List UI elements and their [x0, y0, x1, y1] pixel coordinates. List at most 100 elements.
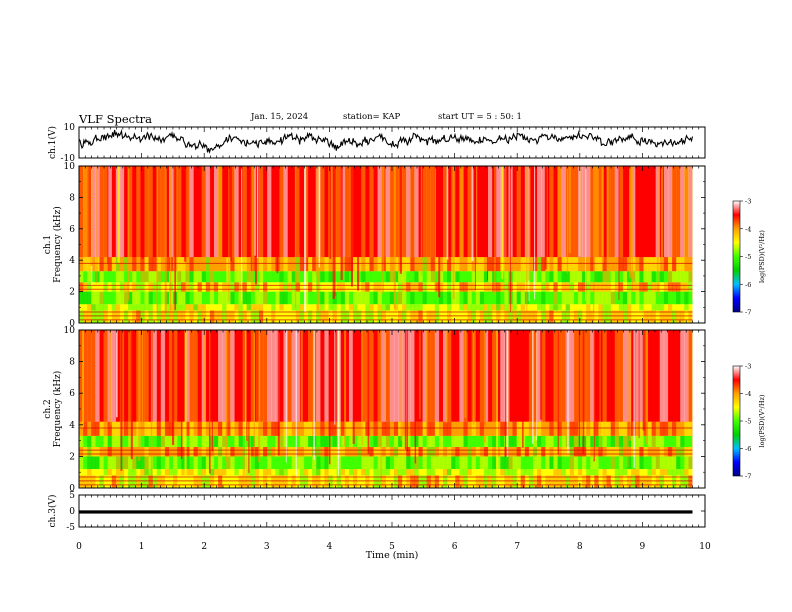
- x-tick-label: 4: [327, 542, 333, 552]
- spectrogram-cell: [414, 271, 419, 283]
- ch1-waveform-line: [78, 129, 694, 154]
- spectrogram-cell: [377, 435, 382, 447]
- spectrogram-cell: [173, 469, 178, 476]
- spectrogram-cell: [353, 282, 358, 292]
- spectrogram-cell: [594, 271, 599, 283]
- spectrogram-cell: [373, 456, 378, 470]
- spectrogram-cell: [512, 304, 517, 311]
- spectrogram-cell: [385, 446, 391, 457]
- spectrogram-cell: [258, 446, 264, 457]
- spectrogram-cell: [549, 257, 554, 272]
- spectrogram-cell: [99, 446, 104, 457]
- spectrogram-cell: [569, 456, 575, 470]
- spectrogram-cell: [234, 304, 239, 311]
- spectrogram-cell: [144, 282, 149, 292]
- spectrogram-cell: [156, 475, 162, 488]
- spectrogram-cell: [316, 310, 321, 323]
- spectrogram-cell: [152, 257, 158, 272]
- spectrogram-cell: [389, 475, 395, 488]
- spectrogram-cell: [303, 456, 309, 470]
- spectrogram-cell: [234, 166, 239, 258]
- spectrogram-burst: [584, 166, 586, 301]
- spectrogram-cell: [528, 435, 534, 447]
- spectrogram-cell: [639, 291, 644, 305]
- spectrogram-cell: [434, 421, 440, 436]
- spectrogram-cell: [389, 271, 395, 283]
- spectrogram-burst: [544, 166, 547, 270]
- spectrogram-cell: [115, 257, 121, 272]
- spectrogram-cell: [144, 310, 149, 323]
- spectrogram-cell: [406, 475, 411, 488]
- spectrogram-cell: [160, 304, 166, 311]
- spectrogram-cell: [287, 304, 292, 311]
- spectrogram-cell: [316, 330, 321, 422]
- spectrogram-cell: [614, 446, 620, 457]
- spectrogram-cell: [238, 304, 243, 311]
- spectrogram-cell: [385, 271, 391, 283]
- spectrogram-cell: [181, 435, 186, 447]
- spectrogram-cell: [598, 282, 603, 292]
- spectrogram-cell: [406, 446, 411, 457]
- spectrogram-cell: [373, 475, 378, 488]
- spectrogram-burst: [357, 166, 360, 291]
- spectrogram-cell: [618, 282, 624, 292]
- spectrogram-cell: [622, 291, 628, 305]
- spectrogram-cell: [590, 421, 595, 436]
- spectrogram-cell: [434, 446, 440, 457]
- spectrogram-cell: [361, 310, 366, 323]
- spectrogram-cell: [115, 435, 121, 447]
- spectrogram-cell: [230, 421, 235, 436]
- spectrogram-cell: [680, 291, 685, 305]
- spectrogram-cell: [275, 291, 280, 305]
- spectrogram-cell: [561, 257, 566, 272]
- spectrogram-cell: [434, 291, 440, 305]
- spectrogram-cell: [132, 310, 137, 323]
- spectrogram-cell: [541, 446, 546, 457]
- spectrogram-cell: [545, 291, 550, 305]
- spectrogram-cell: [676, 291, 681, 305]
- spectrogram-cell: [87, 282, 92, 292]
- spectrogram-cell: [312, 310, 317, 323]
- spectrogram-cell: [303, 469, 309, 476]
- spectrogram-cell: [573, 271, 579, 283]
- spectrogram-cell: [586, 330, 591, 422]
- spectrogram-cell: [430, 446, 436, 457]
- spectrogram-cell: [279, 330, 284, 422]
- spectrogram-cell: [487, 257, 493, 272]
- spectrogram-cell: [430, 456, 436, 470]
- spectrogram-cell: [676, 421, 681, 436]
- spectrogram-cell: [320, 304, 325, 311]
- spectrogram-cell: [406, 291, 411, 305]
- spectrogram-cell: [602, 291, 607, 305]
- spectrogram-cell: [87, 456, 92, 470]
- spectrogram-cell: [287, 330, 292, 422]
- spectrogram-cell: [353, 166, 358, 258]
- spectrogram-cell: [99, 475, 104, 488]
- spectrogram-cell: [263, 291, 268, 305]
- spectrogram-cell: [516, 310, 522, 323]
- spectrogram-burst: [383, 330, 385, 420]
- spectrogram-cell: [442, 291, 448, 305]
- spectrogram-cell: [271, 446, 276, 457]
- spectrogram-cell: [242, 257, 247, 272]
- spectrogram-cell: [610, 304, 616, 311]
- spectrogram-burst: [90, 166, 93, 267]
- spectrogram-cell: [651, 475, 656, 488]
- spectrogram-cell: [201, 446, 207, 457]
- spectrogram-cell: [541, 310, 546, 323]
- spectrogram-burst: [248, 330, 250, 473]
- y-axis-label: ch.1: [43, 235, 53, 254]
- spectrogram-cell: [479, 435, 485, 447]
- spectrogram-cell: [398, 435, 403, 447]
- spectrogram-burst: [522, 330, 524, 448]
- spectrogram-burst: [313, 330, 315, 460]
- spectrogram-cell: [177, 421, 182, 436]
- spectrogram-cell: [177, 469, 182, 476]
- spectrogram-cell: [672, 291, 677, 305]
- spectrogram-cell: [467, 271, 472, 283]
- spectrogram-cell: [258, 310, 264, 323]
- spectrogram-cell: [205, 257, 211, 272]
- spectrogram-cell: [95, 330, 100, 422]
- colorbar-tick-label: -6: [745, 281, 751, 289]
- spectrogram-cell: [226, 475, 231, 488]
